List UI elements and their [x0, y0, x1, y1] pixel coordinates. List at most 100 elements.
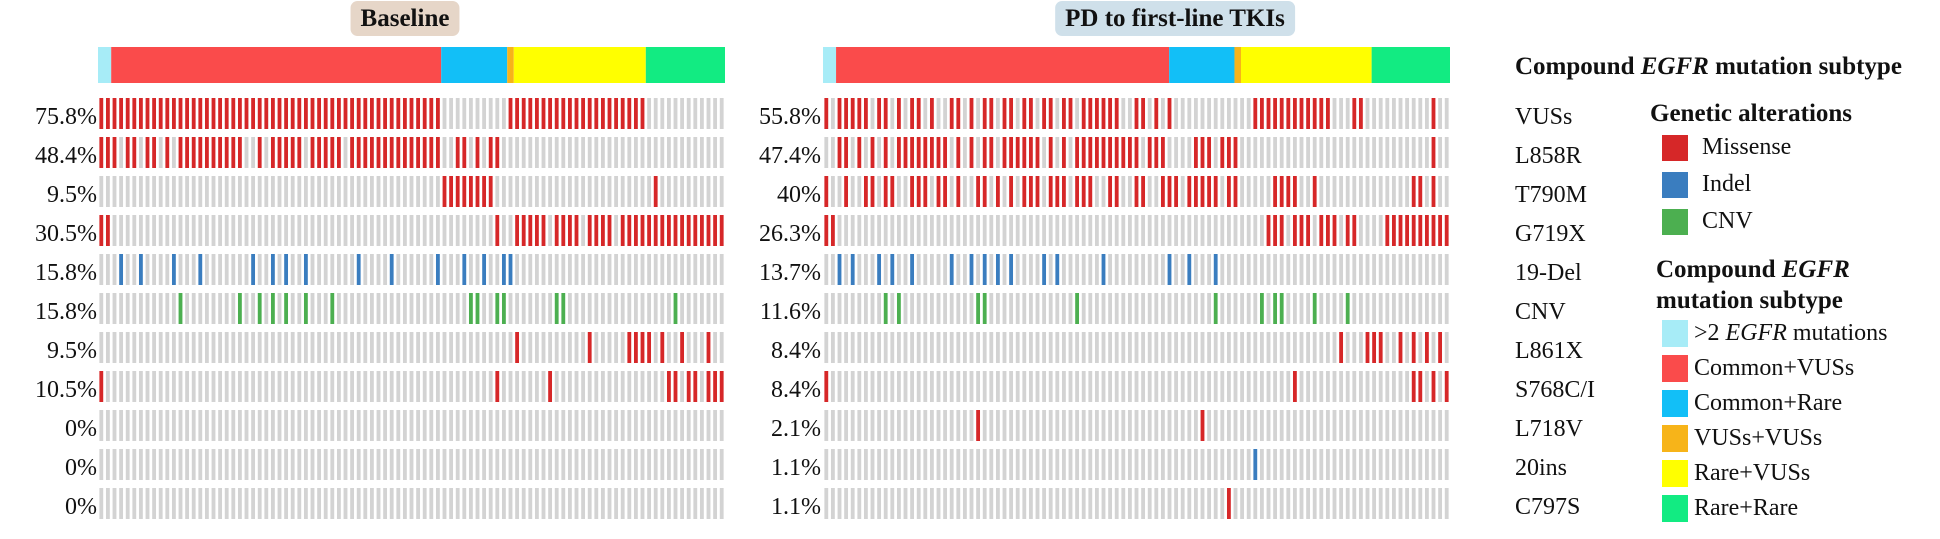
empty-bar: [574, 293, 579, 324]
row-percent: 13.7%: [759, 260, 821, 286]
gene-label: L718V: [1515, 416, 1584, 442]
empty-bar: [376, 410, 381, 441]
empty-bar: [1405, 98, 1410, 129]
empty-bar: [976, 449, 981, 480]
alteration-bar: [896, 137, 901, 168]
empty-bar: [125, 176, 130, 207]
empty-bar: [257, 410, 262, 441]
empty-bar: [244, 215, 249, 246]
empty-bar: [923, 488, 928, 519]
empty-bar: [297, 293, 302, 324]
empty-bar: [515, 449, 520, 480]
empty-bar: [594, 293, 599, 324]
alteration-bar: [402, 137, 407, 168]
alteration-bar: [185, 98, 190, 129]
empty-bar: [653, 332, 658, 363]
empty-bar: [1193, 410, 1198, 441]
empty-bar: [171, 176, 176, 207]
empty-bar: [620, 410, 625, 441]
empty-bar: [376, 215, 381, 246]
empty-bar: [1009, 332, 1014, 363]
alteration-bar: [1266, 98, 1271, 129]
empty-bar: [1055, 98, 1060, 129]
empty-bar: [1253, 488, 1258, 519]
empty-bar: [257, 488, 262, 519]
empty-bar: [257, 176, 262, 207]
alteration-bar: [600, 215, 605, 246]
empty-bar: [1273, 137, 1278, 168]
empty-bar: [713, 449, 718, 480]
empty-bar: [396, 488, 401, 519]
empty-bar: [686, 137, 691, 168]
alteration-bar: [218, 98, 223, 129]
alteration-bar: [1174, 176, 1179, 207]
empty-bar: [1207, 215, 1212, 246]
empty-bar: [402, 215, 407, 246]
empty-bar: [1391, 98, 1396, 129]
alteration-bar: [1075, 137, 1080, 168]
empty-bar: [396, 215, 401, 246]
empty-bar: [310, 332, 315, 363]
empty-bar: [1154, 254, 1159, 285]
empty-bar: [396, 254, 401, 285]
subtype-segment: [1241, 47, 1372, 83]
empty-bar: [264, 332, 269, 363]
empty-bar: [330, 254, 335, 285]
alteration-bar: [1009, 176, 1014, 207]
alteration-bar: [231, 98, 236, 129]
alteration-bar: [1431, 137, 1436, 168]
empty-bar: [1035, 254, 1040, 285]
empty-bar: [330, 449, 335, 480]
empty-bar: [534, 371, 539, 402]
empty-bar: [844, 332, 849, 363]
alteration-bar: [706, 332, 711, 363]
empty-bar: [1438, 410, 1443, 441]
empty-bar: [620, 293, 625, 324]
alteration-bar: [541, 215, 546, 246]
empty-bar: [837, 371, 842, 402]
empty-bar: [1385, 332, 1390, 363]
empty-bar: [369, 332, 374, 363]
empty-bar: [857, 449, 862, 480]
empty-bar: [673, 98, 678, 129]
empty-bar: [1180, 488, 1185, 519]
alteration-bar: [1378, 332, 1383, 363]
empty-bar: [883, 410, 888, 441]
alteration-bar: [495, 137, 500, 168]
empty-bar: [989, 176, 994, 207]
empty-bar: [125, 254, 130, 285]
empty-bar: [660, 254, 665, 285]
empty-bar: [508, 449, 513, 480]
alteration-bar: [369, 98, 374, 129]
empty-bar: [132, 449, 137, 480]
empty-bar: [1114, 410, 1119, 441]
empty-bar: [673, 488, 678, 519]
alteration-bar: [982, 293, 987, 324]
empty-bar: [462, 98, 467, 129]
empty-bar: [1253, 332, 1258, 363]
alteration-bar: [1292, 98, 1297, 129]
empty-bar: [1240, 254, 1245, 285]
empty-bar: [1358, 488, 1363, 519]
alteration-bar: [1233, 176, 1238, 207]
alteration-bar: [310, 137, 315, 168]
empty-bar: [356, 176, 361, 207]
empty-bar: [125, 371, 130, 402]
alteration-bar: [548, 98, 553, 129]
empty-bar: [581, 332, 586, 363]
legend-alteration-item: CNV: [1650, 203, 1940, 240]
alteration-bar: [303, 98, 308, 129]
empty-bar: [1121, 293, 1126, 324]
alteration-bar: [1411, 215, 1416, 246]
empty-bar: [1207, 293, 1212, 324]
empty-bar: [567, 254, 572, 285]
empty-bar: [949, 137, 954, 168]
empty-bar: [1068, 410, 1073, 441]
empty-bar: [982, 488, 987, 519]
empty-bar: [620, 176, 625, 207]
empty-bar: [943, 410, 948, 441]
empty-bar: [350, 254, 355, 285]
empty-bar: [468, 98, 473, 129]
empty-bar: [653, 449, 658, 480]
empty-bar: [666, 254, 671, 285]
